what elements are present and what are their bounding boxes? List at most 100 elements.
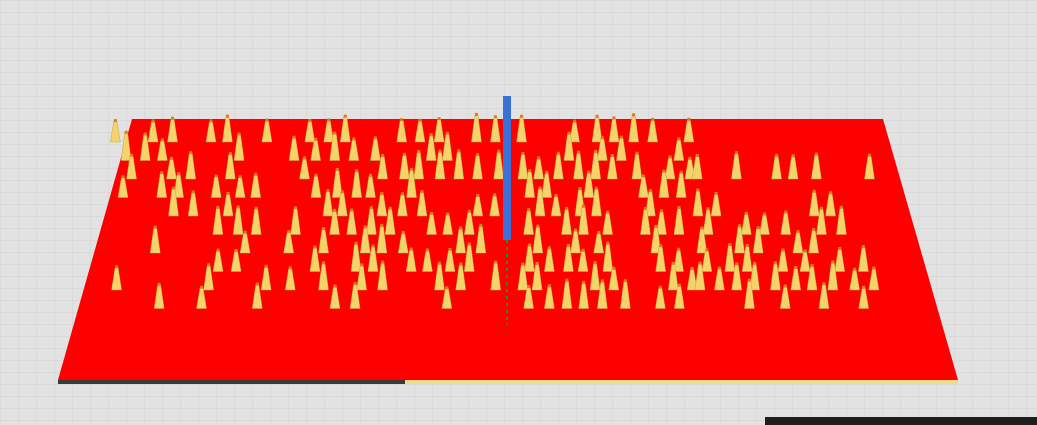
cone-tip (380, 224, 383, 227)
cone-tip (753, 262, 756, 265)
cone-tip (582, 249, 585, 252)
cone-tip (426, 249, 429, 252)
cone-tip (494, 261, 497, 264)
cone-tip (374, 136, 377, 139)
cone-tip (815, 152, 818, 155)
cone-tip (326, 189, 329, 192)
cone-tip (457, 149, 460, 152)
cone-tip (595, 187, 598, 190)
cone-tip (521, 152, 524, 155)
panel-edge (765, 417, 1037, 425)
cone-tip (597, 231, 600, 234)
cone-tip (430, 212, 433, 215)
cone-tip (811, 264, 814, 267)
cone-tip (192, 190, 195, 193)
cone-tip (327, 118, 330, 121)
cone-tip (226, 115, 229, 118)
cone-tip (172, 187, 175, 190)
cone-tip (812, 228, 815, 231)
cone-tip (763, 212, 766, 215)
cone-tip (294, 206, 297, 209)
cone-tip (468, 243, 471, 246)
cone-tip (244, 231, 247, 234)
cone-tip (160, 171, 163, 174)
cone-tip (121, 175, 124, 178)
cone-tip (448, 248, 451, 251)
cone-tip (577, 151, 580, 154)
cone-tip (649, 189, 652, 192)
cone-tip (781, 248, 784, 251)
cone-tip (360, 263, 363, 266)
cone-tip (400, 118, 403, 121)
cone-tip (420, 190, 423, 193)
cone-tip (238, 133, 241, 136)
cone-tip (372, 244, 375, 247)
cone-tip (582, 205, 585, 208)
cone-tip (784, 211, 787, 214)
cone-tip (350, 209, 353, 212)
cone-tip (594, 150, 597, 153)
cone-tip (493, 193, 496, 196)
cone-tip (254, 173, 257, 176)
cone-tip (746, 244, 749, 247)
cone-tip (536, 262, 539, 265)
cone-tip (380, 192, 383, 195)
cone-tip (838, 247, 841, 250)
cone-tip (114, 119, 117, 122)
cone-tip (216, 206, 219, 209)
cone-tip (476, 194, 479, 197)
cone-tip (700, 227, 703, 230)
cone-tip (687, 118, 690, 121)
cone-tip (237, 205, 240, 208)
cone-tip (468, 210, 471, 213)
cone-tip (707, 207, 710, 210)
cone-tip (475, 113, 478, 116)
cone-tip (446, 212, 449, 215)
cone-tip (606, 211, 609, 214)
cone-tip (265, 119, 268, 122)
cone-tip (632, 113, 635, 116)
cone-tip (872, 267, 875, 270)
cone-tip (207, 263, 210, 266)
cone-tip (537, 156, 540, 159)
cone-tip (601, 136, 604, 139)
cone-tip (696, 189, 699, 192)
cone-tip (594, 261, 597, 264)
viewport-3d (0, 0, 1037, 425)
cone-tip (333, 209, 336, 212)
cone-tip (322, 261, 325, 264)
cone-tip (171, 117, 174, 120)
cone-tip (545, 171, 548, 174)
cone-tip (152, 119, 155, 122)
cone-tip (528, 169, 531, 172)
cone-tip (539, 186, 542, 189)
cone-tip (738, 224, 741, 227)
cone-tip (438, 262, 441, 265)
cone-tip (479, 224, 482, 227)
cone-tip (688, 157, 691, 160)
cone-tip (822, 282, 825, 285)
cone-tip (578, 187, 581, 190)
cone-tip (705, 249, 708, 252)
cone-tip (672, 262, 675, 265)
cone-tip (497, 150, 500, 153)
cone-tip (573, 120, 576, 123)
cone-tip (303, 156, 306, 159)
cone-tip (235, 249, 238, 252)
cone-tip (289, 266, 292, 269)
cone-tip (333, 132, 336, 135)
cone-tip (161, 138, 164, 141)
cone-tip (403, 153, 406, 156)
cone-tip (642, 175, 645, 178)
cone-tip (410, 168, 413, 171)
cone-tip (548, 284, 551, 287)
cone-tip (557, 152, 560, 155)
cone-tip (200, 286, 203, 289)
cone-tip (677, 137, 680, 140)
cone-tip (574, 229, 577, 232)
cone-tip (862, 286, 865, 289)
cone-tip (177, 172, 180, 175)
cone-tip (130, 154, 133, 157)
cone-tip (256, 283, 259, 286)
cone-tip (612, 267, 615, 270)
